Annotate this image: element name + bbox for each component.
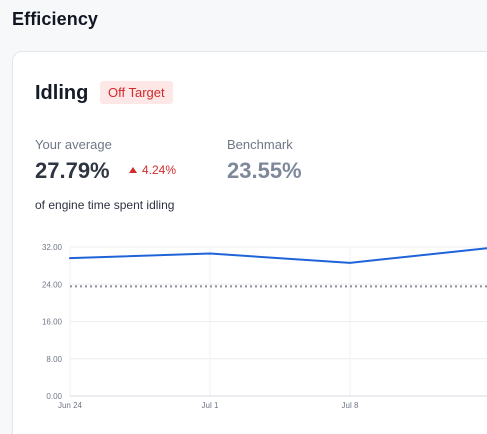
idling-card: Idling Off Target Your average 27.79% 4.… [12,51,487,434]
status-badge: Off Target [100,81,173,104]
x-axis-tick-label: Jul 8 [342,401,359,410]
benchmark-label: Benchmark [227,137,293,152]
section-title: Efficiency [12,9,99,29]
y-axis-tick-label: 8.00 [46,355,62,364]
y-axis-tick-label: 0.00 [46,392,62,401]
idling-description: of engine time spent idling [35,198,175,212]
change-indicator: 4.24% [129,163,176,177]
change-value: 4.24% [142,163,177,177]
benchmark-value: 23.55% [227,158,302,183]
x-axis-tick-label: Jun 24 [58,401,83,410]
x-axis-tick-label: Jul 1 [202,401,219,410]
y-axis-tick-label: 24.00 [42,280,63,289]
y-axis-tick-label: 32.00 [42,243,63,252]
your-average-label: Your average [35,137,112,152]
arrow-up-icon [129,166,137,173]
card-title: Idling [35,82,89,104]
your-average-value: 27.79% [35,158,110,183]
y-axis-tick-label: 16.00 [42,318,63,327]
idling-series-line [69,247,487,264]
